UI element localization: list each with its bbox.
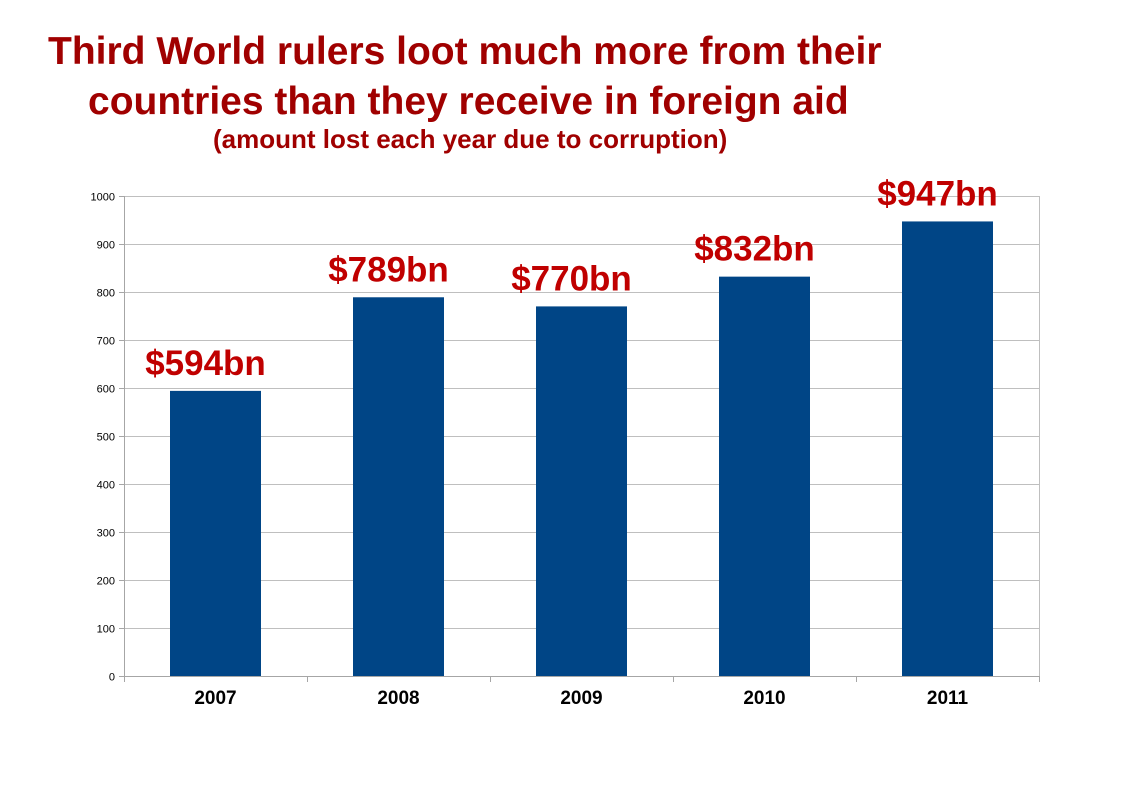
y-tick-label: 100 — [97, 624, 115, 636]
y-tick-label: 400 — [97, 480, 115, 492]
data-label-2007: $594bn — [145, 344, 266, 383]
y-tick-label: 1000 — [91, 192, 115, 204]
bar-2009 — [536, 306, 627, 676]
x-tick-label-2008: 2008 — [377, 688, 419, 709]
y-tick-label: 200 — [97, 576, 115, 588]
y-tick-label: 500 — [97, 432, 115, 444]
y-tick-label: 300 — [97, 528, 115, 540]
chart-title-block: Third World rulers loot much more from t… — [0, 0, 1123, 170]
chart-title-line-1: Third World rulers loot much more from t… — [48, 30, 882, 73]
data-label-2010: $832bn — [694, 230, 815, 269]
y-tick-label: 0 — [109, 672, 115, 684]
y-tick-label: 700 — [97, 336, 115, 348]
axes: 0 100 200 300 400 500 600 700 800 900 1000 — [91, 192, 1040, 684]
y-tick-label: 800 — [97, 288, 115, 300]
y-tick-label: 900 — [97, 240, 115, 252]
x-tick-label-2011: 2011 — [927, 688, 969, 709]
bar-2010 — [719, 276, 810, 676]
data-label-2011: $947bn — [877, 174, 998, 213]
labels: $594bn 2007 $789bn 2008 $770bn 2009 $832bn 2010… — [145, 174, 998, 709]
chart-subtitle: (amount lost each year due to corruption… — [213, 124, 728, 154]
x-tick-label-2009: 2009 — [560, 688, 602, 709]
data-label-2008: $789bn — [328, 250, 449, 289]
x-tick-label-2007: 2007 — [194, 688, 236, 709]
bar-2008 — [353, 297, 444, 676]
bar-2007 — [170, 390, 261, 676]
chart-title-line-2: countries than they receive in foreign a… — [88, 80, 849, 123]
x-tick-label-2010: 2010 — [743, 688, 785, 709]
bar-2011 — [902, 221, 993, 676]
y-tick-label: 600 — [97, 384, 115, 396]
data-label-2009: $770bn — [511, 259, 632, 298]
bars — [170, 221, 993, 676]
